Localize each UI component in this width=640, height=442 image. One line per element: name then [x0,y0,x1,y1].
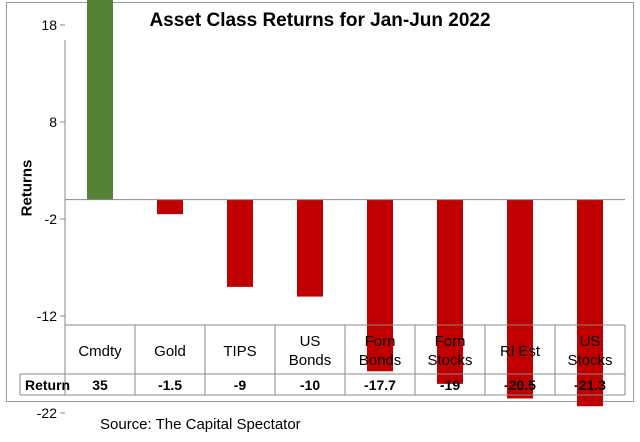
y-tick-label: 8 [49,114,57,130]
bar [577,199,603,407]
bar [507,199,533,399]
category-label: TIPS [223,343,256,360]
category-label: Rl Est [500,343,541,360]
table-row-label: Return [25,377,70,393]
category-label: Forn Bonds [359,333,402,369]
bar [437,199,463,384]
category-label: Forn Stocks [427,333,472,369]
value-label: 35 [92,377,108,393]
axes [64,40,625,325]
value-label: -20.5 [504,377,536,393]
value-label: -19 [440,377,460,393]
data-table: Cmdty Gold TIPS US Bonds Forn Bonds Forn Stocks R… [19,324,626,396]
y-tick-label: -12 [37,308,57,324]
bar [87,0,113,200]
bars [87,0,603,407]
category-label: Cmdty [78,343,122,360]
value-label: -9 [234,377,247,393]
category-label: US Bonds [289,333,332,369]
bar [367,199,393,372]
value-label: -21.3 [574,377,606,393]
value-label: -1.5 [158,377,182,393]
value-label: -10 [300,377,320,393]
bar [157,199,183,215]
source-note: Source: The Capital Spectator [100,416,301,433]
bar [227,199,253,287]
chart-title: Asset Class Returns for Jan-Jun 2022 [149,10,491,31]
y-tick-label: -2 [45,211,58,227]
category-label: Gold [154,343,186,360]
y-axis-ticks: 28188-2-12-22 [37,17,65,421]
y-tick-label: -22 [37,405,57,421]
category-label: US Stocks [567,333,612,369]
value-label: -17.7 [364,377,396,393]
y-tick-label: 18 [41,17,57,33]
bar [297,199,323,297]
